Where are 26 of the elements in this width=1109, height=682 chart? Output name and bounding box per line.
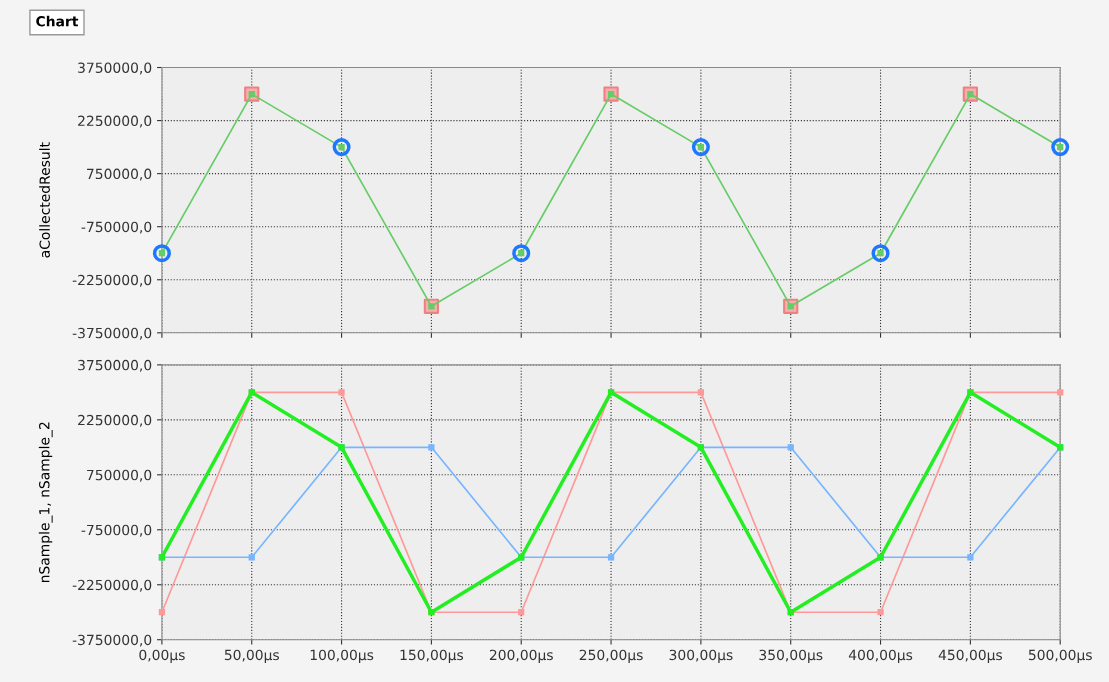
x-tick-label: 400,00µs [848, 649, 913, 663]
chart-title: Chart [36, 15, 79, 27]
y-tick-label: 750000,0 [87, 469, 152, 482]
y-tick-label: 2250000,0 [78, 414, 152, 427]
y-axis-title: aCollectedResult [39, 142, 50, 258]
x-tick-label: 300,00µs [669, 649, 733, 663]
y-tick-label: -3750000,0 [72, 634, 152, 647]
y-tick-label: -750000,0 [81, 524, 152, 537]
y-tick-label: 3750000,0 [78, 62, 152, 75]
y-axis-title: nSample_1, nSample_2 [38, 422, 53, 583]
x-tick-label: 450,00µs [938, 649, 1003, 663]
x-tick-label: 150,00µs [400, 649, 464, 663]
y-tick-label: -750000,0 [81, 221, 152, 234]
x-tick-label: 0,00µs [139, 649, 185, 663]
y-tick-label: -3750000,0 [72, 327, 152, 340]
x-tick-label: 50,00µs [224, 649, 279, 663]
y-tick-label: 2250000,0 [78, 115, 152, 128]
x-tick-label: 200,00µs [489, 649, 553, 663]
y-tick-label: -2250000,0 [72, 274, 152, 287]
y-tick-label: -2250000,0 [72, 579, 152, 592]
y-tick-label: 750000,0 [87, 168, 152, 181]
x-tick-label: 100,00µs [310, 649, 374, 663]
x-tick-label: 350,00µs [759, 649, 823, 663]
x-tick-label: 250,00µs [579, 649, 643, 663]
x-tick-label: 500,00µs [1028, 649, 1092, 663]
y-tick-label: 3750000,0 [78, 359, 152, 372]
